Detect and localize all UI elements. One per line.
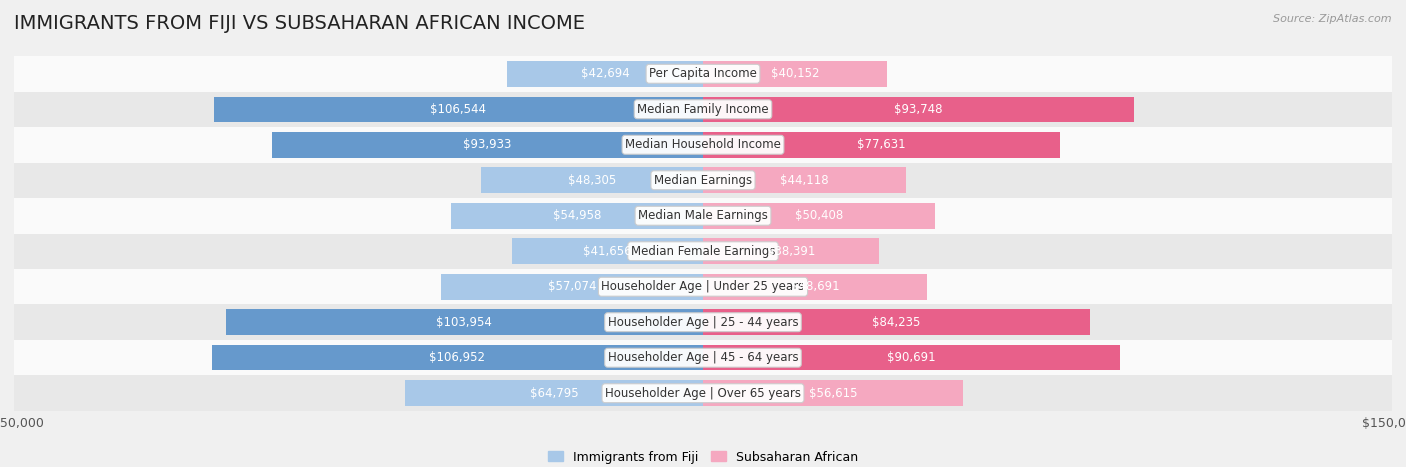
Bar — [703, 203, 935, 228]
Bar — [214, 97, 703, 122]
Text: $106,544: $106,544 — [430, 103, 486, 116]
Text: $84,235: $84,235 — [872, 316, 921, 329]
Bar — [14, 163, 1392, 198]
Text: $77,631: $77,631 — [858, 138, 905, 151]
Bar — [14, 56, 1392, 92]
Text: Householder Age | Over 65 years: Householder Age | Over 65 years — [605, 387, 801, 400]
Text: $38,391: $38,391 — [768, 245, 815, 258]
Text: $64,795: $64,795 — [530, 387, 578, 400]
Text: IMMIGRANTS FROM FIJI VS SUBSAHARAN AFRICAN INCOME: IMMIGRANTS FROM FIJI VS SUBSAHARAN AFRIC… — [14, 14, 585, 33]
Text: Median Household Income: Median Household Income — [626, 138, 780, 151]
Text: $40,152: $40,152 — [770, 67, 820, 80]
Text: Householder Age | 25 - 44 years: Householder Age | 25 - 44 years — [607, 316, 799, 329]
Bar — [14, 198, 1392, 234]
Text: $90,691: $90,691 — [887, 351, 935, 364]
Text: Median Male Earnings: Median Male Earnings — [638, 209, 768, 222]
Bar — [405, 381, 703, 406]
Text: $54,958: $54,958 — [553, 209, 600, 222]
Bar — [14, 340, 1392, 375]
Text: $42,694: $42,694 — [581, 67, 630, 80]
Bar — [14, 127, 1392, 163]
Bar — [703, 274, 927, 299]
Bar — [271, 132, 703, 157]
Legend: Immigrants from Fiji, Subsaharan African: Immigrants from Fiji, Subsaharan African — [543, 446, 863, 467]
Bar — [481, 168, 703, 193]
Text: Median Earnings: Median Earnings — [654, 174, 752, 187]
Bar — [14, 269, 1392, 304]
Bar — [14, 92, 1392, 127]
Text: $48,691: $48,691 — [790, 280, 839, 293]
Text: Householder Age | Under 25 years: Householder Age | Under 25 years — [602, 280, 804, 293]
Text: Householder Age | 45 - 64 years: Householder Age | 45 - 64 years — [607, 351, 799, 364]
Text: $93,748: $93,748 — [894, 103, 942, 116]
Text: $48,305: $48,305 — [568, 174, 616, 187]
Bar — [14, 234, 1392, 269]
Bar — [212, 345, 703, 370]
Text: $44,118: $44,118 — [780, 174, 828, 187]
Bar — [14, 304, 1392, 340]
Bar — [703, 132, 1060, 157]
Bar — [225, 310, 703, 335]
Bar — [441, 274, 703, 299]
Bar — [703, 239, 879, 264]
Bar — [703, 168, 905, 193]
Text: $41,656: $41,656 — [583, 245, 631, 258]
Bar — [703, 61, 887, 86]
Bar — [512, 239, 703, 264]
Bar — [450, 203, 703, 228]
Text: Per Capita Income: Per Capita Income — [650, 67, 756, 80]
Text: $93,933: $93,933 — [463, 138, 512, 151]
Bar — [703, 310, 1090, 335]
Text: $103,954: $103,954 — [436, 316, 492, 329]
Bar — [14, 375, 1392, 411]
Text: Median Family Income: Median Family Income — [637, 103, 769, 116]
Text: Median Female Earnings: Median Female Earnings — [631, 245, 775, 258]
Bar — [703, 97, 1133, 122]
Text: $57,074: $57,074 — [548, 280, 596, 293]
Text: $106,952: $106,952 — [429, 351, 485, 364]
Text: Source: ZipAtlas.com: Source: ZipAtlas.com — [1274, 14, 1392, 24]
Bar — [703, 345, 1119, 370]
Bar — [703, 381, 963, 406]
Bar — [508, 61, 703, 86]
Text: $50,408: $50,408 — [794, 209, 842, 222]
Text: $56,615: $56,615 — [808, 387, 858, 400]
